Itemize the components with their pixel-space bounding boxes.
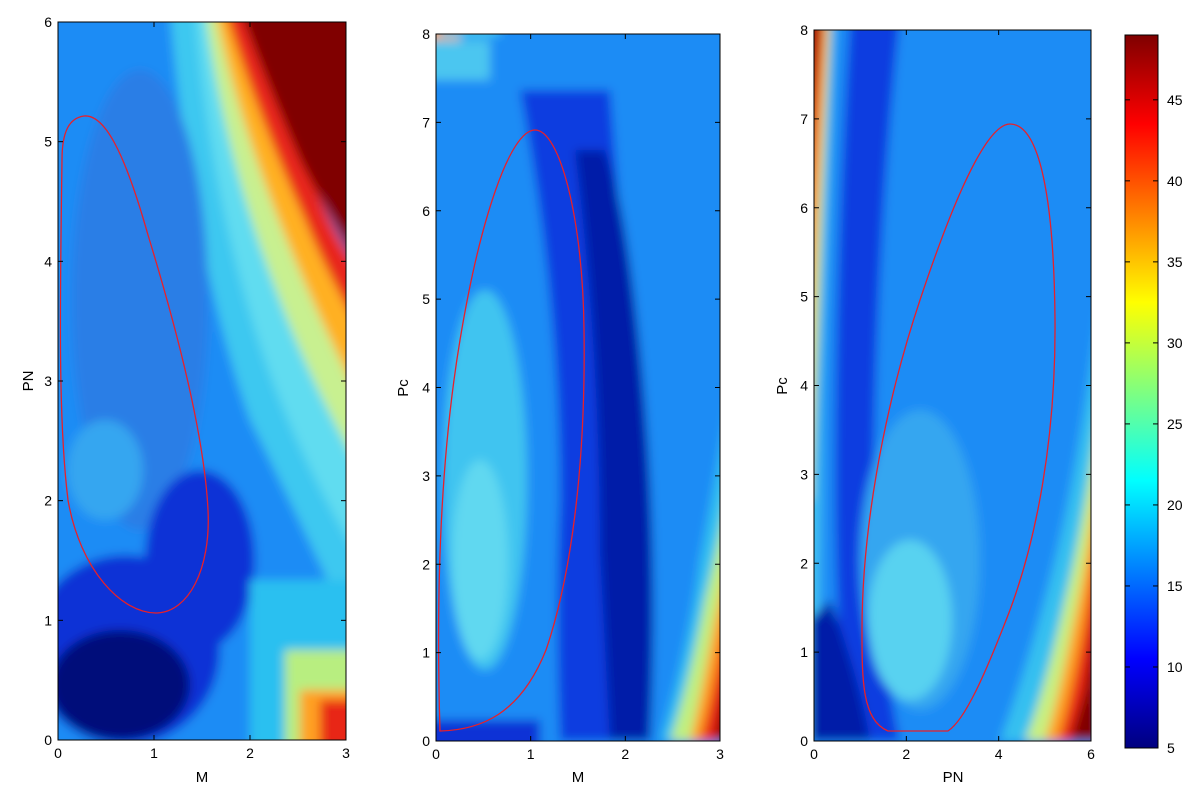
y-tick-label: 2 bbox=[44, 493, 52, 509]
colorbar-tick-label: 5 bbox=[1167, 740, 1175, 756]
heatmap-surface bbox=[58, 22, 346, 740]
x-tick-label: 4 bbox=[995, 746, 1003, 762]
y-tick-label: 6 bbox=[44, 14, 52, 30]
heatmap-surface bbox=[436, 34, 720, 741]
y-axis-label: PN bbox=[20, 371, 37, 392]
y-tick-label: 1 bbox=[800, 644, 808, 660]
y-tick-label: 6 bbox=[800, 200, 808, 216]
colorbar-tick-label: 15 bbox=[1167, 578, 1183, 594]
y-tick-label: 2 bbox=[800, 555, 808, 571]
y-tick-label: 5 bbox=[422, 291, 430, 307]
colorbar-tick-label: 35 bbox=[1167, 254, 1183, 270]
y-axis-label: Pc bbox=[774, 377, 791, 395]
y-tick-label: 4 bbox=[44, 253, 52, 269]
panel-m-pc: 0 1 2 3 0 1 2 3 4 5 6 7 8 M Pc bbox=[395, 26, 724, 786]
confidence-contour bbox=[861, 123, 1056, 732]
panel-m-pn: 0 1 2 3 0 1 2 3 4 5 6 M PN bbox=[20, 14, 350, 786]
heatmap-surface bbox=[814, 30, 1091, 741]
x-tick-label: 3 bbox=[716, 746, 724, 762]
y-tick-label: 0 bbox=[422, 733, 430, 749]
x-tick-label: 0 bbox=[810, 746, 818, 762]
panel-pn-pc: 0 2 4 6 0 1 2 3 4 5 6 7 8 PN Pc bbox=[774, 22, 1095, 786]
y-ticks: 0 1 2 3 4 5 6 bbox=[44, 14, 346, 748]
x-tick-label: 3 bbox=[342, 745, 350, 761]
x-tick-label: 0 bbox=[432, 746, 440, 762]
y-ticks: 0 1 2 3 4 5 6 7 8 bbox=[422, 26, 720, 749]
colorbar-tick-label: 30 bbox=[1167, 335, 1183, 351]
y-tick-label: 7 bbox=[422, 114, 430, 130]
y-axis-label: Pc bbox=[395, 379, 412, 397]
x-ticks: 0 1 2 3 bbox=[432, 34, 724, 762]
y-tick-label: 1 bbox=[44, 612, 52, 628]
y-tick-label: 1 bbox=[422, 645, 430, 661]
x-tick-label: 1 bbox=[150, 745, 158, 761]
y-ticks: 0 1 2 3 4 5 6 7 8 bbox=[800, 22, 1091, 749]
x-tick-label: 2 bbox=[902, 746, 910, 762]
y-tick-label: 8 bbox=[800, 22, 808, 38]
x-tick-label: 0 bbox=[54, 745, 62, 761]
y-tick-label: 8 bbox=[422, 26, 430, 42]
colorbar-tick-label: 25 bbox=[1167, 416, 1183, 432]
x-tick-label: 2 bbox=[246, 745, 254, 761]
y-tick-label: 4 bbox=[800, 378, 808, 394]
colorbar-ticks: 5 10 15 20 25 30 35 40 45 bbox=[1125, 92, 1183, 756]
colorbar: 5 10 15 20 25 30 35 40 45 bbox=[1124, 34, 1183, 756]
y-tick-label: 3 bbox=[44, 373, 52, 389]
y-tick-label: 3 bbox=[800, 466, 808, 482]
x-tick-label: 1 bbox=[527, 746, 535, 762]
colorbar-tick-label: 10 bbox=[1167, 659, 1183, 675]
y-tick-label: 2 bbox=[422, 556, 430, 572]
x-ticks: 0 1 2 3 bbox=[54, 22, 350, 761]
confidence-contour bbox=[437, 129, 585, 732]
colorbar-tick-label: 40 bbox=[1167, 173, 1183, 189]
confidence-contour bbox=[59, 115, 209, 614]
x-axis-label: M bbox=[572, 769, 585, 786]
x-tick-label: 2 bbox=[621, 746, 629, 762]
x-tick-label: 6 bbox=[1087, 746, 1095, 762]
colorbar-tick-label: 20 bbox=[1167, 497, 1183, 513]
y-tick-label: 3 bbox=[422, 468, 430, 484]
y-tick-label: 0 bbox=[800, 733, 808, 749]
y-tick-label: 4 bbox=[422, 380, 430, 396]
colorbar-gradient bbox=[1124, 34, 1159, 749]
y-tick-label: 7 bbox=[800, 111, 808, 127]
colorbar-tick-label: 45 bbox=[1167, 92, 1183, 108]
y-tick-label: 5 bbox=[800, 289, 808, 305]
x-ticks: 0 2 4 6 bbox=[810, 30, 1095, 762]
y-tick-label: 6 bbox=[422, 203, 430, 219]
y-tick-label: 5 bbox=[44, 134, 52, 150]
y-tick-label: 0 bbox=[44, 732, 52, 748]
x-axis-label: M bbox=[196, 769, 209, 786]
x-axis-label: PN bbox=[943, 769, 964, 786]
